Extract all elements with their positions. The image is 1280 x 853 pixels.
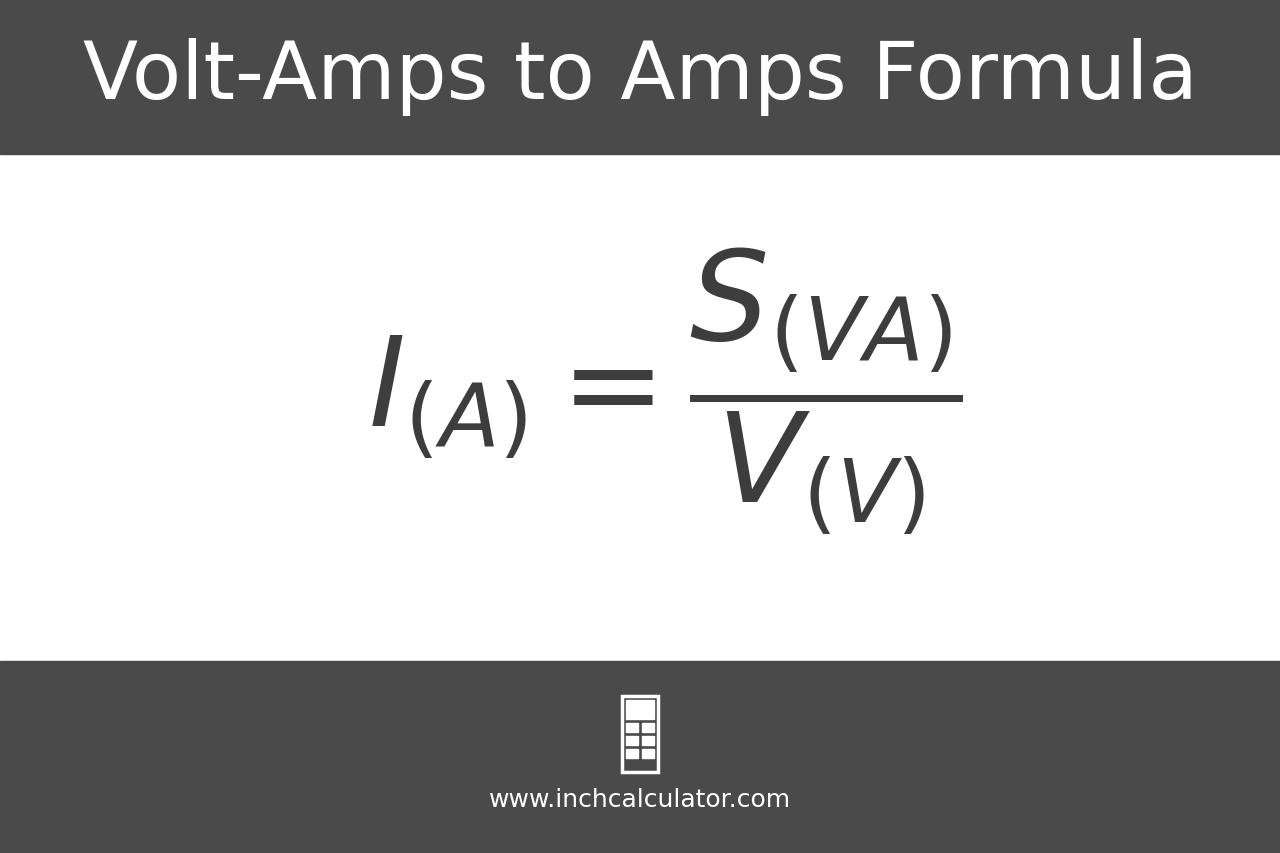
Bar [0, 661, 1280, 853]
Bar [626, 700, 654, 719]
Bar [622, 696, 658, 773]
Bar [641, 736, 654, 745]
Text: $\mathit{I}_{(\mathit{A})} = \dfrac{\mathit{S}_{(\mathit{VA})}}{\mathit{V}_{(\ma: $\mathit{I}_{(\mathit{A})} = \dfrac{\mat… [369, 245, 963, 537]
Text: Volt-Amps to Amps Formula: Volt-Amps to Amps Formula [83, 38, 1197, 116]
Bar [0, 0, 1280, 154]
Bar [641, 723, 654, 732]
Bar [626, 736, 639, 745]
Bar [641, 749, 654, 758]
Bar [626, 749, 639, 758]
Bar [626, 723, 639, 732]
Text: www.inchcalculator.com: www.inchcalculator.com [489, 787, 791, 811]
